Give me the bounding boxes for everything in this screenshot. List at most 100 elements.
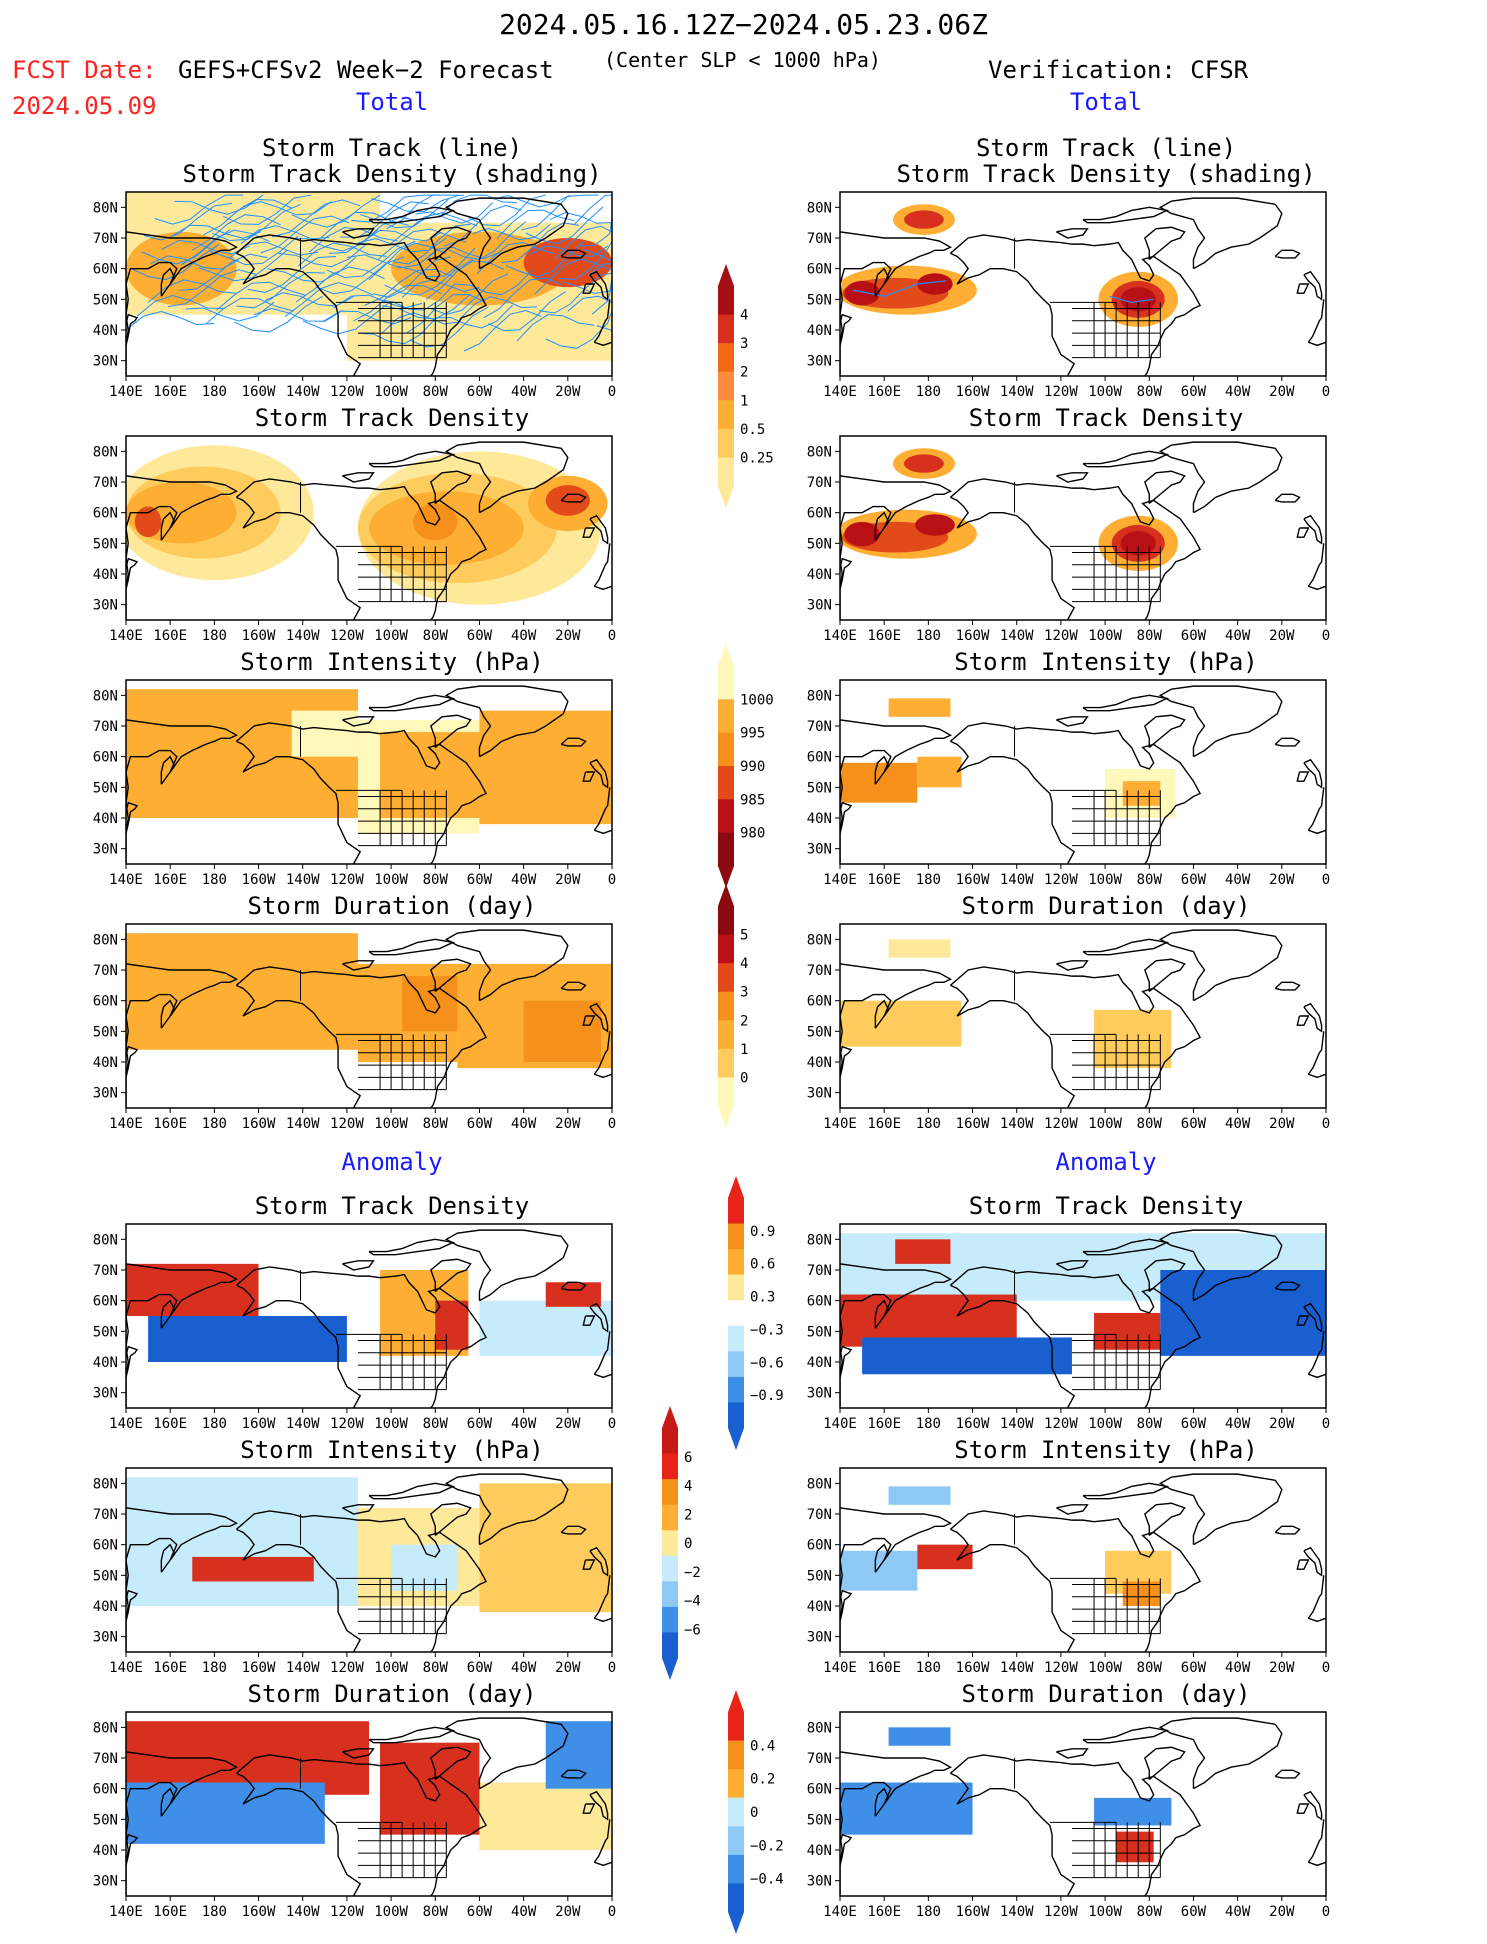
title-duration-anom-right: Storm Duration (day): [961, 1680, 1251, 1708]
lat-tick-label: 40N: [807, 323, 832, 339]
lon-tick-label: 180: [202, 1660, 227, 1676]
lon-tick-label: 160E: [153, 1416, 187, 1432]
colorbar-tick-label: −0.6: [750, 1355, 784, 1371]
title-duration-left: Storm Duration (day): [247, 892, 537, 920]
map-intensity-right: 140E 160E 180 160W 140W 120W 100W 80W 60W 40W 20W 0…: [784, 678, 1374, 888]
colorbar-tick-label: −2: [684, 1565, 701, 1581]
lon-tick-label: 140W: [286, 1416, 320, 1432]
map-duration-anom-left: 140E 160E 180 160W 140W 120W 100W 80W 60W 40W 20W 0…: [70, 1710, 660, 1920]
lon-tick-label: 140E: [823, 1660, 857, 1676]
lat-tick-label: 70N: [93, 1263, 118, 1279]
lon-tick-label: 40W: [511, 384, 537, 400]
lon-tick-label: 60W: [467, 1416, 493, 1432]
map-track-left: 140E 160E 180 160W 140W 120W 100W 80W 60W 40W 20W 0…: [70, 190, 660, 400]
lat-tick-label: 80N: [807, 1476, 832, 1492]
lon-tick-label: 60W: [467, 628, 493, 644]
lat-tick-label: 30N: [93, 1086, 118, 1102]
lon-tick-label: 120W: [330, 1904, 364, 1920]
colorbar-tick-label: 0.9: [750, 1224, 775, 1240]
section-anomaly-right: Anomaly: [1055, 1148, 1157, 1176]
lon-tick-label: 140E: [823, 628, 857, 644]
lat-tick-label: 40N: [807, 567, 832, 583]
lon-tick-label: 0: [1322, 628, 1330, 644]
title-track-shading-right: Storm Track Density (shading): [896, 160, 1316, 188]
lat-tick-label: 40N: [807, 811, 832, 827]
map-duration-right: 140E 160E 180 160W 140W 120W 100W 80W 60W 40W 20W 0…: [784, 922, 1374, 1132]
lon-tick-label: 60W: [1181, 1116, 1207, 1132]
lon-tick-label: 40W: [511, 872, 537, 888]
lat-tick-label: 40N: [93, 1599, 118, 1615]
lon-tick-label: 0: [1322, 1116, 1330, 1132]
lon-tick-label: 20W: [555, 1116, 581, 1132]
colorbar-tick-label: −0.2: [750, 1838, 784, 1854]
lon-tick-label: 0: [1322, 1416, 1330, 1432]
lon-tick-label: 160W: [956, 1904, 990, 1920]
lon-tick-label: 100W: [374, 384, 408, 400]
lon-tick-label: 140W: [1000, 1660, 1034, 1676]
map-svg: 140E 160E 180 160W 140W 120W 100W 80W 60W 40W 20W 0…: [807, 1223, 1330, 1432]
lat-tick-label: 60N: [93, 1782, 118, 1798]
map-intensity-anom-left: 140E 160E 180 160W 140W 120W 100W 80W 60W 40W 20W 0…: [70, 1466, 660, 1676]
lon-tick-label: 180: [202, 1116, 227, 1132]
lat-tick-label: 80N: [807, 1720, 832, 1736]
title-duration-right: Storm Duration (day): [961, 892, 1251, 920]
lon-tick-label: 80W: [423, 1904, 449, 1920]
lon-tick-label: 120W: [330, 1116, 364, 1132]
lon-tick-label: 160W: [242, 1116, 276, 1132]
lat-tick-label: 30N: [807, 842, 832, 858]
lon-tick-label: 20W: [555, 1904, 581, 1920]
colorbar-tick-label: 3: [740, 336, 748, 352]
lon-tick-label: 100W: [1088, 872, 1122, 888]
lon-tick-label: 140E: [109, 1904, 143, 1920]
title-intensity-anom-left: Storm Intensity (hPa): [240, 1436, 544, 1464]
lat-tick-label: 50N: [807, 1024, 832, 1040]
lon-tick-label: 40W: [511, 1660, 537, 1676]
lon-tick-label: 180: [916, 1416, 941, 1432]
lon-tick-label: 0: [608, 1660, 616, 1676]
lat-tick-label: 30N: [807, 1874, 832, 1890]
map-density-anom-right: 140E 160E 180 160W 140W 120W 100W 80W 60W 40W 20W 0…: [784, 1222, 1374, 1432]
lon-tick-label: 180: [916, 384, 941, 400]
lon-tick-label: 160W: [956, 1116, 990, 1132]
lon-tick-label: 100W: [1088, 1904, 1122, 1920]
lon-tick-label: 140E: [823, 1416, 857, 1432]
lat-tick-label: 80N: [93, 444, 118, 460]
lat-tick-label: 80N: [807, 1232, 832, 1248]
lat-tick-label: 40N: [807, 1355, 832, 1371]
lat-tick-label: 60N: [93, 750, 118, 766]
date-range-title: 2024.05.16.12Z−2024.05.23.06Z: [499, 8, 988, 41]
lon-tick-label: 180: [916, 1904, 941, 1920]
lon-tick-label: 160W: [242, 384, 276, 400]
lat-tick-label: 70N: [93, 719, 118, 735]
lon-tick-label: 40W: [1225, 872, 1251, 888]
map-svg: 140E 160E 180 160W 140W 120W 100W 80W 60W 40W 20W 0…: [93, 1223, 616, 1432]
lon-tick-label: 180: [916, 872, 941, 888]
lon-tick-label: 160W: [242, 628, 276, 644]
lon-tick-label: 80W: [1137, 1904, 1163, 1920]
lat-tick-label: 60N: [807, 994, 832, 1010]
colorbar-duration-total: 5 4 3 2 1 0: [718, 884, 788, 1138]
lon-tick-label: 60W: [1181, 384, 1207, 400]
colorbar-tick-label: 0.6: [750, 1257, 775, 1273]
lon-tick-label: 140W: [1000, 1904, 1034, 1920]
map-svg: 140E 160E 180 160W 140W 120W 100W 80W 60W 40W 20W 0…: [807, 435, 1330, 644]
lon-tick-label: 180: [916, 1660, 941, 1676]
colorbar-tick-label: 980: [740, 826, 765, 842]
lat-tick-label: 30N: [93, 354, 118, 370]
lon-tick-label: 160E: [153, 1904, 187, 1920]
lat-tick-label: 70N: [807, 231, 832, 247]
lon-tick-label: 140E: [823, 384, 857, 400]
lat-tick-label: 50N: [807, 1568, 832, 1584]
lat-tick-label: 70N: [807, 1507, 832, 1523]
lon-tick-label: 60W: [1181, 1416, 1207, 1432]
colorbar-tick-label: 1: [740, 393, 748, 409]
lon-tick-label: 0: [1322, 872, 1330, 888]
lon-tick-label: 20W: [1269, 1904, 1295, 1920]
lon-tick-label: 60W: [1181, 1904, 1207, 1920]
colorbar-tick-label: 1000: [740, 692, 774, 708]
lat-tick-label: 30N: [807, 598, 832, 614]
colorbar-tick-label: 990: [740, 759, 765, 775]
lat-tick-label: 50N: [807, 536, 832, 552]
map-svg: 140E 160E 180 160W 140W 120W 100W 80W 60W 40W 20W 0…: [807, 923, 1330, 1132]
lat-tick-label: 30N: [93, 1874, 118, 1890]
